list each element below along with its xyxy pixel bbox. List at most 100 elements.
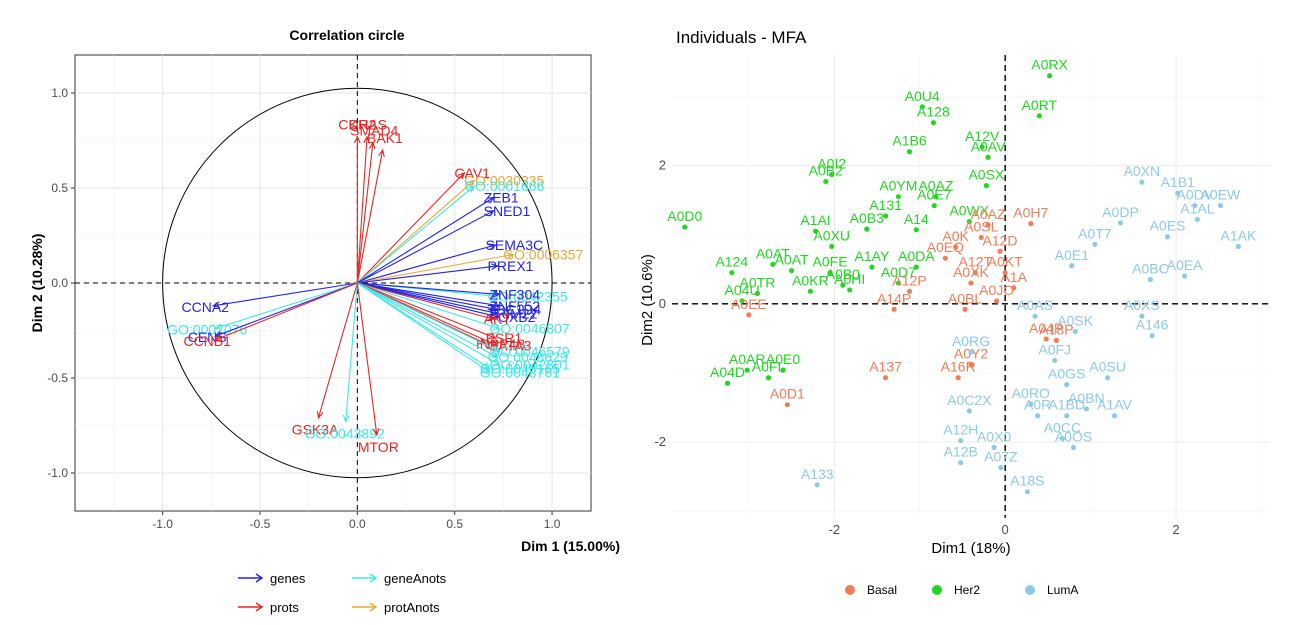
point-label: A0AT bbox=[775, 252, 809, 268]
arrow-protAnots bbox=[357, 253, 514, 284]
point-LumA bbox=[814, 482, 820, 488]
point-Her2 bbox=[979, 144, 985, 150]
arrowhead-genes bbox=[492, 290, 501, 298]
arrow-genes bbox=[357, 244, 496, 284]
point-Her2 bbox=[985, 154, 991, 160]
arrow-geneAnots bbox=[357, 282, 491, 373]
point-label: A12D bbox=[983, 232, 1018, 248]
point-Basal bbox=[891, 306, 897, 312]
arrow-label: TBC1D4 bbox=[488, 302, 542, 318]
point-label: A0RX bbox=[1031, 57, 1068, 73]
point-label: A0RO bbox=[1012, 385, 1050, 401]
arrow-label: GO:0046807 bbox=[489, 321, 569, 337]
legend-key-Basal bbox=[845, 585, 855, 595]
point-Her2 bbox=[864, 226, 870, 232]
point-label: A04U bbox=[725, 282, 760, 298]
point-LumA bbox=[1139, 179, 1145, 185]
point-LumA bbox=[958, 460, 964, 466]
individuals-plot-area bbox=[672, 55, 1270, 518]
arrow-label: GO:0042355 bbox=[488, 288, 568, 304]
arrow-label: GO:0045165 bbox=[480, 361, 560, 377]
point-Her2 bbox=[895, 280, 901, 286]
point-Her2 bbox=[983, 183, 989, 189]
correlation-axis-ticks: -1.0 -0.5 0.0 0.5 1.0 -1.0 -0.5 0.0 0.5 1.0 bbox=[47, 86, 560, 531]
point-Basal bbox=[994, 298, 1000, 304]
point-Basal bbox=[972, 270, 978, 276]
point-label: A04P bbox=[1029, 320, 1063, 336]
point-LumA bbox=[1139, 313, 1145, 319]
point-label: A0OS bbox=[1055, 429, 1092, 445]
arrow-genes bbox=[357, 282, 500, 307]
x-tick-label: 0 bbox=[1002, 522, 1009, 537]
legend-key-LumA bbox=[1025, 585, 1035, 595]
point-label: A0WX bbox=[949, 203, 989, 219]
x-tick-label: -1.0 bbox=[152, 517, 173, 531]
legend-label-Basal: Basal bbox=[867, 583, 897, 597]
arrowhead-prots bbox=[490, 340, 499, 347]
point-label: A0YM bbox=[879, 178, 917, 194]
point-label: A0EQ bbox=[927, 239, 964, 255]
point-label: A0E1 bbox=[1055, 247, 1089, 263]
point-label: A0H7 bbox=[1013, 205, 1048, 221]
point-label: A0B3 bbox=[850, 210, 884, 226]
point-label: A18P bbox=[1039, 321, 1073, 337]
point-Her2 bbox=[913, 264, 919, 270]
point-label: A0AV bbox=[971, 138, 1006, 154]
point-label: A0XK bbox=[953, 264, 989, 280]
point-label: A1AK bbox=[1220, 227, 1256, 243]
point-label: A137 bbox=[869, 359, 902, 375]
legend-key-Her2 bbox=[932, 585, 942, 595]
arrow-label: FOXB2 bbox=[489, 309, 535, 325]
arrow-label: GO:0046579 bbox=[489, 343, 569, 359]
arrowhead-prots bbox=[457, 171, 466, 180]
point-Her2 bbox=[724, 380, 731, 386]
arrowhead-genes bbox=[211, 301, 221, 309]
point-Basal bbox=[953, 244, 959, 250]
point-label: A128 bbox=[917, 104, 950, 120]
point-label: A0AZ bbox=[918, 178, 953, 194]
point-label: A0B0 bbox=[826, 266, 860, 282]
arrow-label: CCNA2 bbox=[182, 299, 230, 315]
point-label: A0XN bbox=[1124, 163, 1161, 179]
point-label: A18S bbox=[1010, 473, 1044, 489]
point-label: A12B bbox=[944, 444, 978, 460]
point-LumA bbox=[1059, 435, 1066, 442]
arrowhead-prots bbox=[353, 135, 361, 144]
point-Her2 bbox=[913, 227, 919, 233]
y-tick-label: -0.5 bbox=[47, 371, 68, 385]
point-Her2 bbox=[840, 282, 846, 288]
point-LumA bbox=[1069, 263, 1075, 269]
point-label: A1AI bbox=[800, 212, 830, 228]
point-Her2 bbox=[966, 218, 972, 225]
arrow-geneAnots bbox=[345, 282, 358, 422]
point-label: A0JO bbox=[979, 282, 1014, 298]
point-LumA bbox=[1092, 241, 1098, 247]
point-label: A0EA bbox=[1167, 257, 1203, 273]
point-LumA bbox=[1217, 203, 1224, 209]
point-LumA bbox=[1117, 220, 1124, 226]
point-label: A1AY bbox=[855, 248, 890, 264]
point-LumA bbox=[1083, 406, 1089, 412]
point-LumA bbox=[1175, 190, 1181, 196]
point-Basal bbox=[968, 280, 974, 286]
point-label: A0BC bbox=[1132, 261, 1169, 277]
point-Basal bbox=[968, 361, 974, 368]
correlation-circle-title: Correlation circle bbox=[289, 27, 404, 43]
point-label: A0AZ bbox=[971, 206, 1006, 222]
point-LumA bbox=[1149, 332, 1155, 339]
point-label: A0C2X bbox=[947, 392, 992, 408]
point-Her2 bbox=[739, 298, 745, 304]
point-label: A0B2 bbox=[809, 162, 843, 178]
point-Basal bbox=[1028, 221, 1034, 227]
point-LumA bbox=[1147, 276, 1153, 283]
point-LumA bbox=[1072, 328, 1078, 335]
point-label: A0D7 bbox=[881, 264, 916, 280]
arrow-geneAnots bbox=[357, 282, 500, 352]
x-tick-label: 0.5 bbox=[446, 517, 463, 531]
arrow-genes bbox=[213, 282, 358, 307]
point-Her2 bbox=[770, 261, 776, 267]
point-label: A1AV bbox=[1097, 397, 1132, 413]
